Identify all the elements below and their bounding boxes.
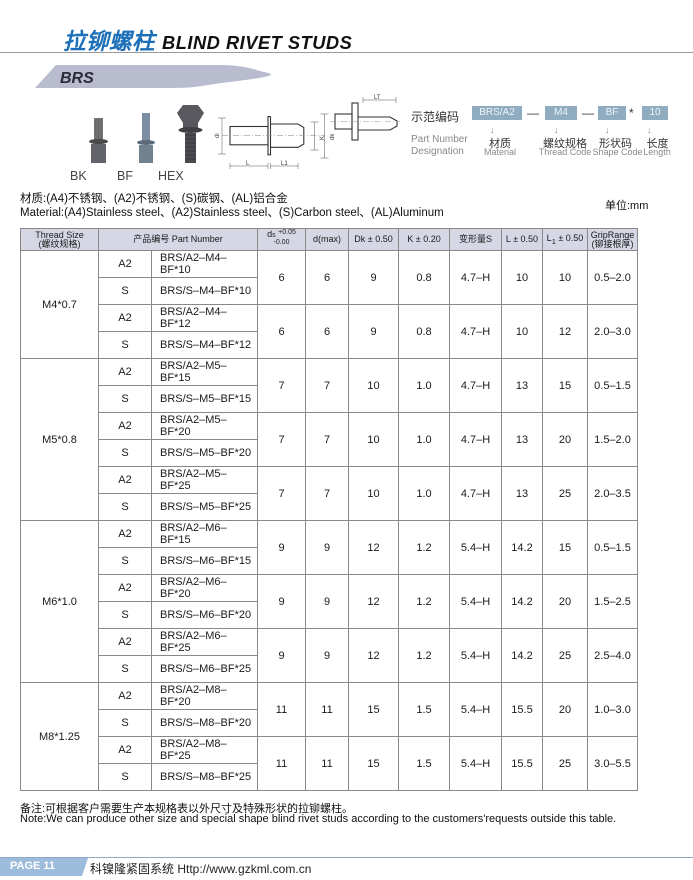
svg-text:L1: L1 [281, 161, 288, 167]
svg-text:di: di [215, 133, 221, 138]
svg-text:dk: dk [330, 133, 336, 140]
svg-text:K: K [320, 136, 326, 140]
svg-text:LT: LT [374, 95, 381, 101]
